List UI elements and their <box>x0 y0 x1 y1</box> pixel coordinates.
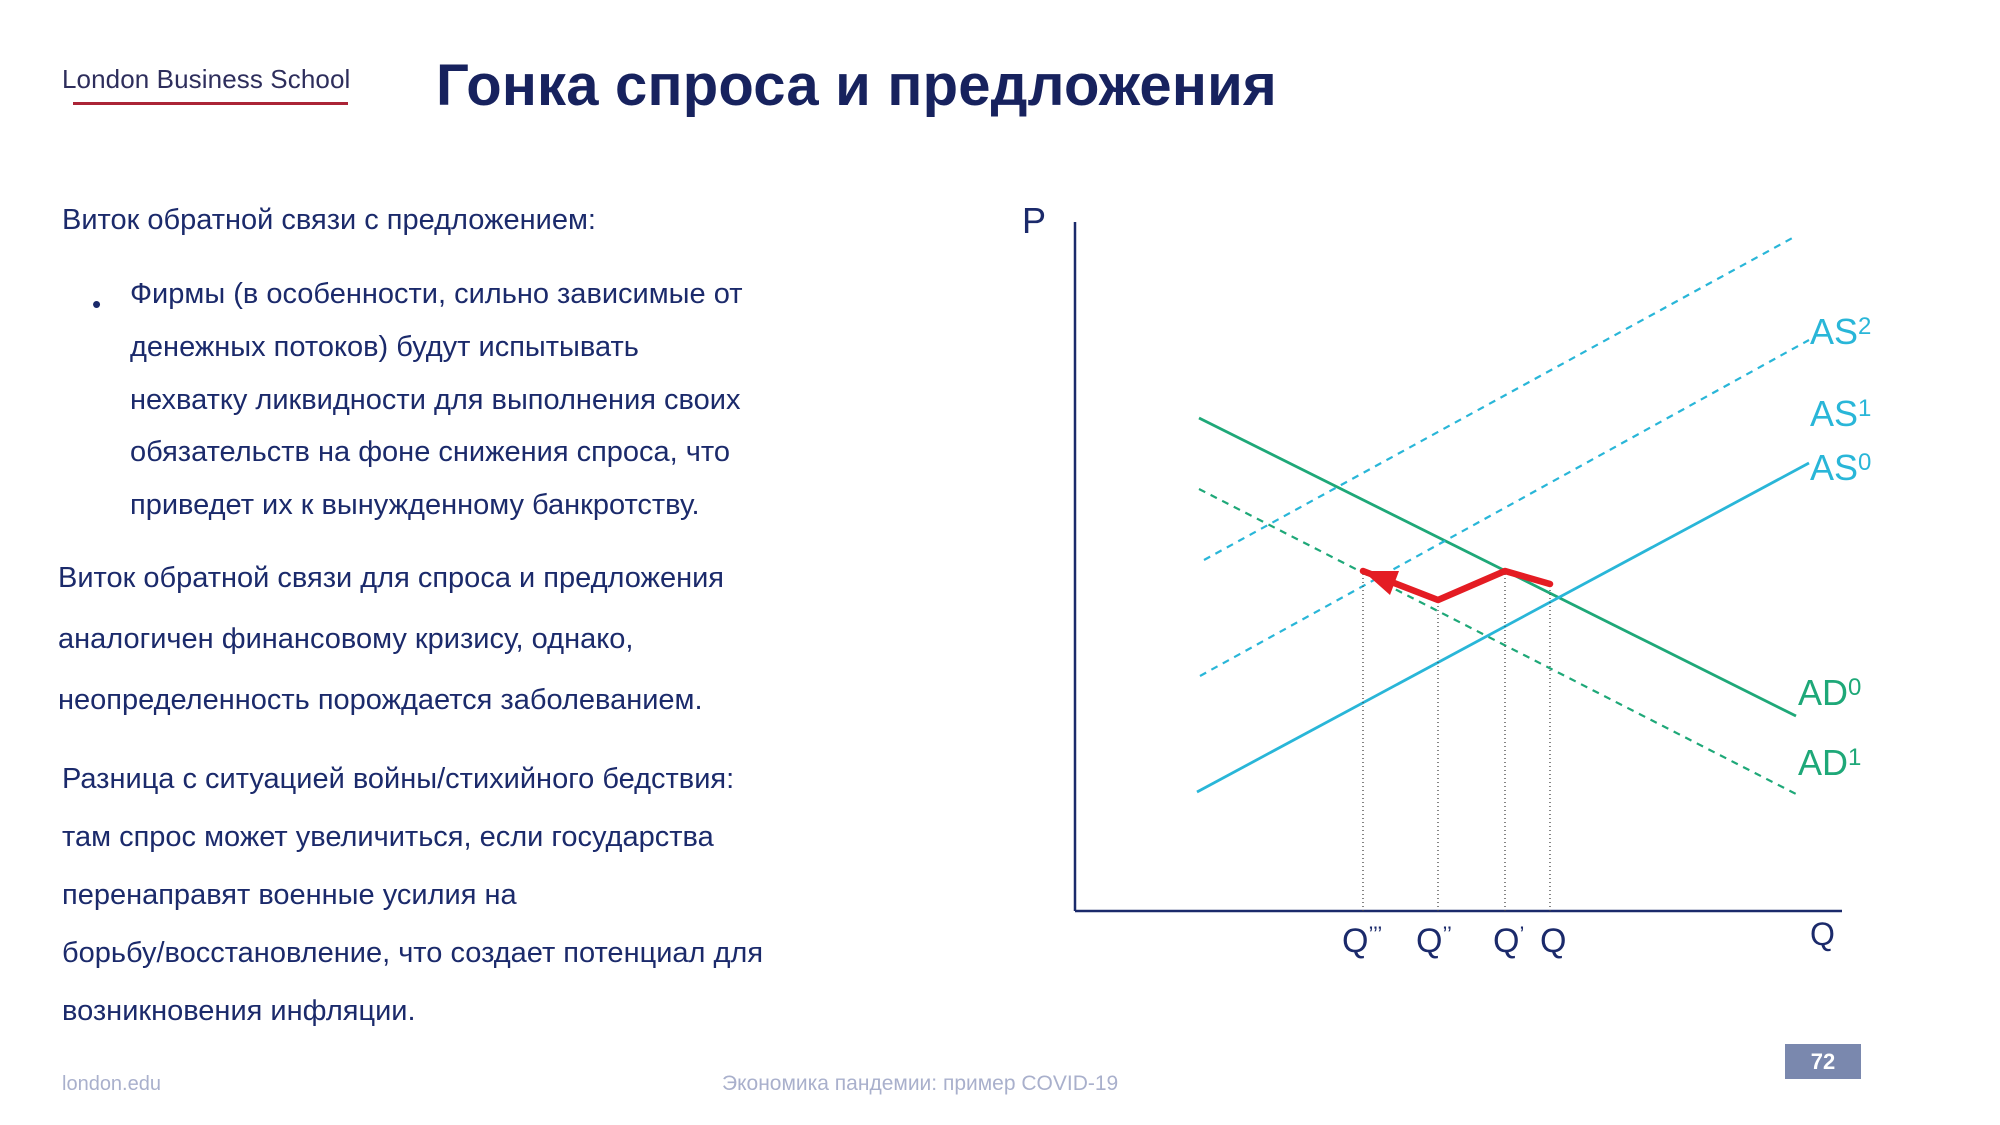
svg-text:AD0: AD0 <box>1798 672 1861 713</box>
svg-text:Q: Q <box>1810 916 1835 952</box>
svg-text:P: P <box>1022 200 1046 241</box>
svg-text:AS0: AS0 <box>1810 447 1871 488</box>
svg-text:Q’’: Q’’ <box>1416 922 1452 960</box>
svg-text:Q: Q <box>1540 922 1566 960</box>
svg-text:Q’’’: Q’’’ <box>1342 922 1382 960</box>
svg-text:Q’: Q’ <box>1493 922 1524 960</box>
svg-text:AD1: AD1 <box>1798 742 1861 783</box>
svg-text:AS1: AS1 <box>1810 393 1871 434</box>
svg-text:AS2: AS2 <box>1810 311 1871 352</box>
